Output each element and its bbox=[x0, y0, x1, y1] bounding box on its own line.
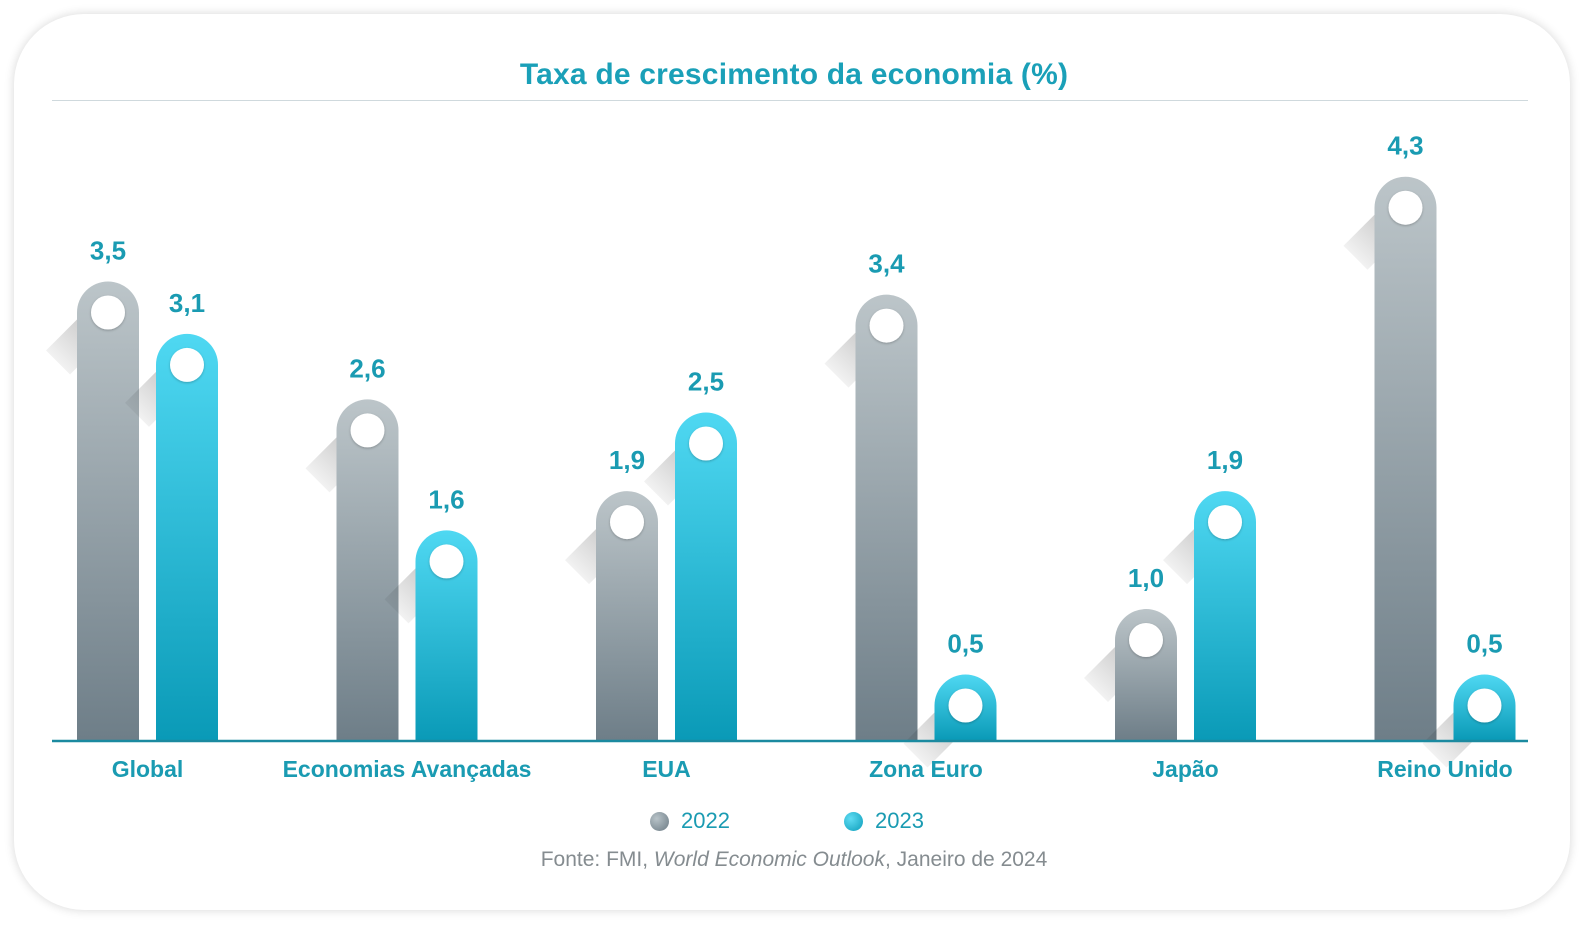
source-suffix: , Janeiro de 2024 bbox=[885, 848, 1048, 871]
data-label-eua-2022: 1,9 bbox=[609, 445, 645, 475]
bar-knob bbox=[350, 413, 385, 448]
category-label-eua: EUA bbox=[642, 756, 691, 782]
bar-knob bbox=[1208, 505, 1242, 540]
data-label-japao-2022: 1,0 bbox=[1128, 563, 1164, 593]
data-label-zona-euro-2023: 0,5 bbox=[947, 629, 983, 659]
bar-knob bbox=[1129, 623, 1163, 657]
data-label-global-2022: 3,5 bbox=[90, 236, 126, 266]
legend-item-2023: 2023 bbox=[844, 808, 924, 834]
data-label-global-2023: 3,1 bbox=[169, 288, 205, 318]
bar-eua-2023 bbox=[675, 412, 737, 740]
data-label-zona-euro-2022: 3,4 bbox=[868, 249, 905, 279]
bar-knob bbox=[689, 426, 723, 461]
legend-label-2022: 2022 bbox=[681, 808, 730, 833]
source-prefix: Fonte: FMI, bbox=[540, 848, 654, 871]
legend-label-2023: 2023 bbox=[875, 808, 924, 833]
data-label-economias-avancadas-2023: 1,6 bbox=[428, 484, 464, 514]
legend-item-2022: 2022 bbox=[650, 808, 730, 834]
category-label-reino-unido: Reino Unido bbox=[1377, 756, 1512, 782]
bar-knob bbox=[1388, 190, 1423, 225]
bar-global-2023 bbox=[156, 333, 218, 740]
category-label-global: Global bbox=[112, 756, 184, 782]
category-label-japao: Japão bbox=[1152, 756, 1218, 782]
bar-reino-unido-2022 bbox=[1374, 176, 1437, 740]
legend-swatch-2022 bbox=[650, 811, 669, 831]
bar-japao-2023 bbox=[1194, 491, 1256, 740]
bar-knob bbox=[91, 295, 125, 330]
data-label-reino-unido-2023: 0,5 bbox=[1466, 629, 1502, 659]
data-label-economias-avancadas-2022: 2,6 bbox=[349, 353, 385, 383]
legend-swatch-2023 bbox=[844, 811, 863, 831]
bar-knob bbox=[869, 308, 904, 343]
category-label-economias-avancadas: Economias Avançadas bbox=[283, 756, 532, 782]
bar-economias-avancadas-2022 bbox=[336, 399, 399, 740]
bar-knob bbox=[948, 688, 983, 723]
bar-knob bbox=[1467, 688, 1502, 723]
data-label-eua-2023: 2,5 bbox=[688, 367, 724, 397]
data-label-japao-2023: 1,9 bbox=[1207, 445, 1243, 475]
bar-knob bbox=[170, 347, 204, 382]
bar-knob bbox=[610, 505, 644, 540]
legend: 2022 2023 bbox=[0, 808, 1588, 836]
bar-zona-euro-2022 bbox=[855, 294, 918, 740]
source-publication: World Economic Outlook bbox=[653, 848, 885, 871]
bar-global-2022 bbox=[77, 281, 139, 740]
bar-economias-avancadas-2023 bbox=[415, 530, 478, 740]
bar-knob bbox=[429, 544, 464, 579]
data-label-reino-unido-2022: 4,3 bbox=[1387, 131, 1423, 161]
bar-eua-2022 bbox=[596, 491, 658, 740]
title-divider bbox=[52, 100, 1528, 101]
chart-card bbox=[14, 14, 1570, 910]
category-label-zona-euro: Zona Euro bbox=[869, 756, 983, 782]
source-note: Fonte: FMI, World Economic Outlook, Jane… bbox=[0, 848, 1588, 872]
chart-title: Taxa de crescimento da economia (%) bbox=[519, 58, 1069, 91]
